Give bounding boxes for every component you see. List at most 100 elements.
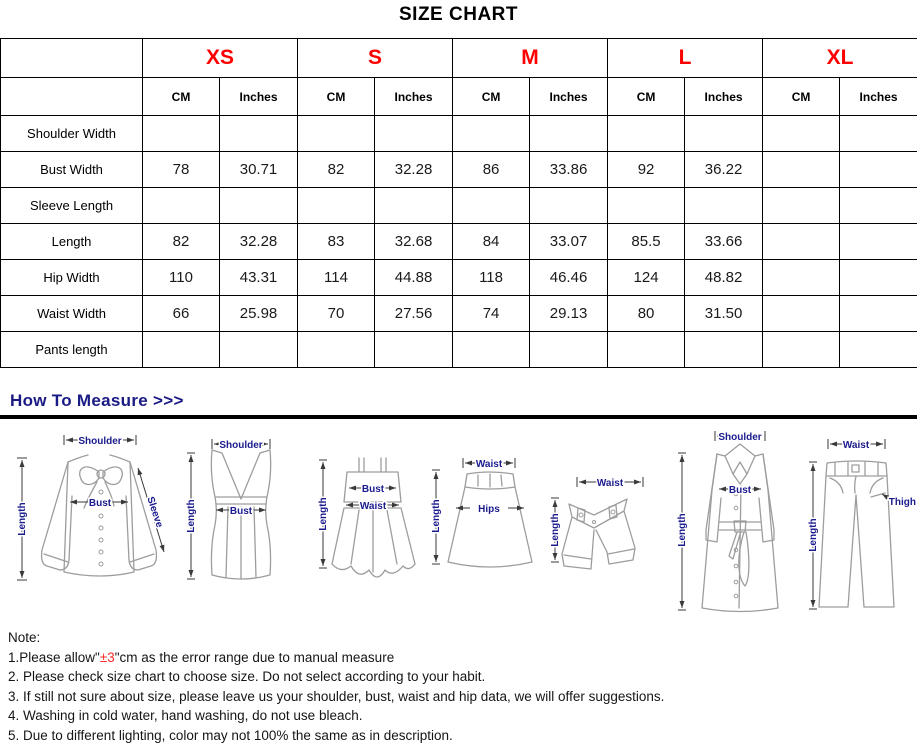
row-label-cell: Pants length [0,331,143,368]
size-header-row: XS S M L XL [0,38,917,78]
unit-header-xs-cm: CM [142,77,220,116]
measure-label-bust: Bust [89,498,112,509]
value-cell: 43.31 [218,259,299,296]
measure-label-bust: Bust [230,506,253,517]
measure-label-length: Length [808,518,819,551]
value-cell: 82 [297,151,376,188]
value-cell: 86 [452,151,531,188]
corner-cell [0,38,143,78]
value-cell: 32.28 [218,223,299,260]
measure-label-thigh: Thigh [889,497,916,508]
size-header-l: L [607,38,764,78]
table-row: Hip Width 110 43.31 114 44.88 118 46.46 124 48.8… [0,259,917,296]
note-item-1: 1.Please allow"±3"cm as the error range … [8,648,913,668]
note-1-suffix: "cm as the error range due to manual mea… [114,649,395,665]
note-item-5: 5. Due to different lighting, color may … [8,727,453,743]
value-cell: 66 [142,295,220,332]
table-row: Sleeve Length [0,187,917,224]
note-item-4: 4. Washing in cold water, hand washing, … [8,708,363,723]
value-cell [218,115,299,152]
value-cell [529,331,609,368]
value-cell: 85.5 [607,223,686,260]
value-cell: 32.68 [374,223,454,260]
measure-label-length: Length [17,502,28,535]
measure-label-bust: Bust [362,484,385,495]
size-header-xl: XL [762,38,917,78]
value-cell: 36.22 [684,151,764,188]
figure-blouse: Shoulder Length Bust Sleeve [16,435,166,581]
value-cell: 84 [452,223,531,260]
value-cell: 114 [297,259,376,296]
value-cell [762,115,841,152]
value-cell: 48.82 [684,259,764,296]
value-cell [762,295,841,332]
value-cell [762,187,841,224]
value-cell [762,259,841,296]
value-cell [529,187,609,224]
table-row: Waist Width 66 25.98 70 27.56 74 29.13 80 31.50 [0,295,917,332]
value-cell [684,115,764,152]
value-cell: 31.50 [684,295,764,332]
value-cell [762,223,841,260]
value-cell: 82 [142,223,220,260]
value-cell [839,295,917,332]
value-cell [607,115,686,152]
unit-header-l-inches: Inches [684,77,764,116]
value-cell [452,331,531,368]
unit-header-row: CM Inches CM Inches CM Inches CM Inches CM Inches [0,77,917,116]
measure-label-length: Length [186,499,197,532]
value-cell: 80 [607,295,686,332]
figure-coat: Shoulder Length Bust [676,431,779,613]
section-divider [0,415,917,419]
page-title: SIZE CHART [399,4,518,25]
measure-label-waist: Waist [476,459,503,470]
figure-skirt: Waist Length Hips [430,458,533,568]
value-cell [839,151,917,188]
value-cell [142,115,220,152]
size-header-s: S [297,38,454,78]
measure-label-waist: Waist [360,501,387,512]
value-cell [218,331,299,368]
measure-label-length: Length [550,513,561,546]
figure-tank-top: Shoulder Length Bust [185,439,272,580]
value-cell: 110 [142,259,220,296]
measure-label-sleeve: Sleeve [144,495,164,529]
value-cell [762,331,841,368]
value-cell [374,187,454,224]
value-cell [374,331,454,368]
unit-header-m-inches: Inches [529,77,609,116]
size-table-body: XS S M L XL CM Inches CM Inches CM Inches CM Inches C… [0,38,917,368]
row-label-cell: Length [0,223,143,260]
value-cell [762,151,841,188]
value-cell: 30.71 [218,151,299,188]
unit-header-s-cm: CM [297,77,376,116]
row-label-cell: Shoulder Width [0,115,143,152]
value-cell [297,331,376,368]
note-item-3: 3. If still not sure about size, please … [8,688,665,704]
value-cell: 118 [452,259,531,296]
value-cell: 78 [142,151,220,188]
value-cell: 32.28 [374,151,454,188]
measure-label-shoulder: Shoulder [219,440,262,451]
size-header-m: M [452,38,609,78]
unit-header-s-inches: Inches [374,77,454,116]
row-label-cell: Waist Width [0,295,143,332]
value-cell [839,187,917,224]
value-cell [297,115,376,152]
table-row: Pants length [0,331,917,368]
value-cell [374,115,454,152]
value-cell: 70 [297,295,376,332]
unit-header-xl-cm: CM [762,77,841,116]
unit-corner-cell [0,77,143,116]
value-cell [607,331,686,368]
value-cell: 25.98 [218,295,299,332]
value-cell: 74 [452,295,531,332]
value-cell: 44.88 [374,259,454,296]
figure-shorts: Waist Length [549,477,644,570]
value-cell: 33.07 [529,223,609,260]
value-cell [142,187,220,224]
size-header-xs: XS [141,38,299,78]
value-cell [452,115,531,152]
figure-dress: Bust Waist Length [317,457,416,578]
value-cell: 27.56 [374,295,454,332]
